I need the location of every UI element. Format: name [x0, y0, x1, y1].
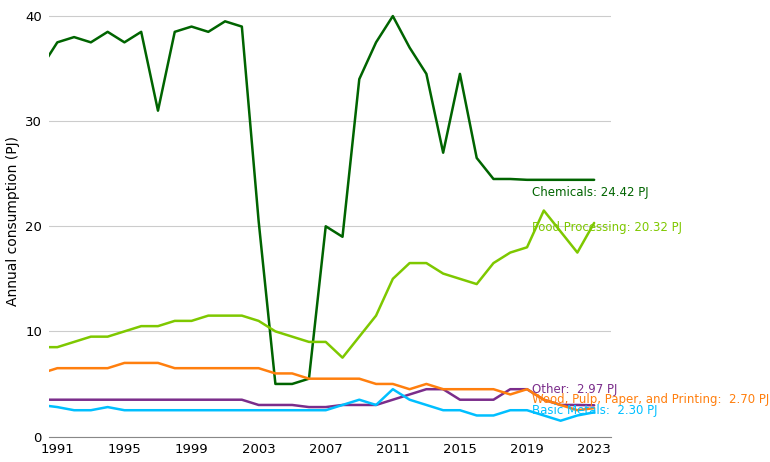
Text: Basic Metals:  2.30 PJ: Basic Metals: 2.30 PJ — [532, 404, 658, 417]
Text: Food Processing: 20.32 PJ: Food Processing: 20.32 PJ — [532, 221, 682, 234]
Text: Chemicals: 24.42 PJ: Chemicals: 24.42 PJ — [532, 186, 648, 199]
Text: Other:  2.97 PJ: Other: 2.97 PJ — [532, 383, 618, 396]
Y-axis label: Annual consumption (PJ): Annual consumption (PJ) — [5, 136, 19, 306]
Text: Wood, Pulp, Paper, and Printing:  2.70 PJ: Wood, Pulp, Paper, and Printing: 2.70 PJ — [532, 394, 769, 407]
